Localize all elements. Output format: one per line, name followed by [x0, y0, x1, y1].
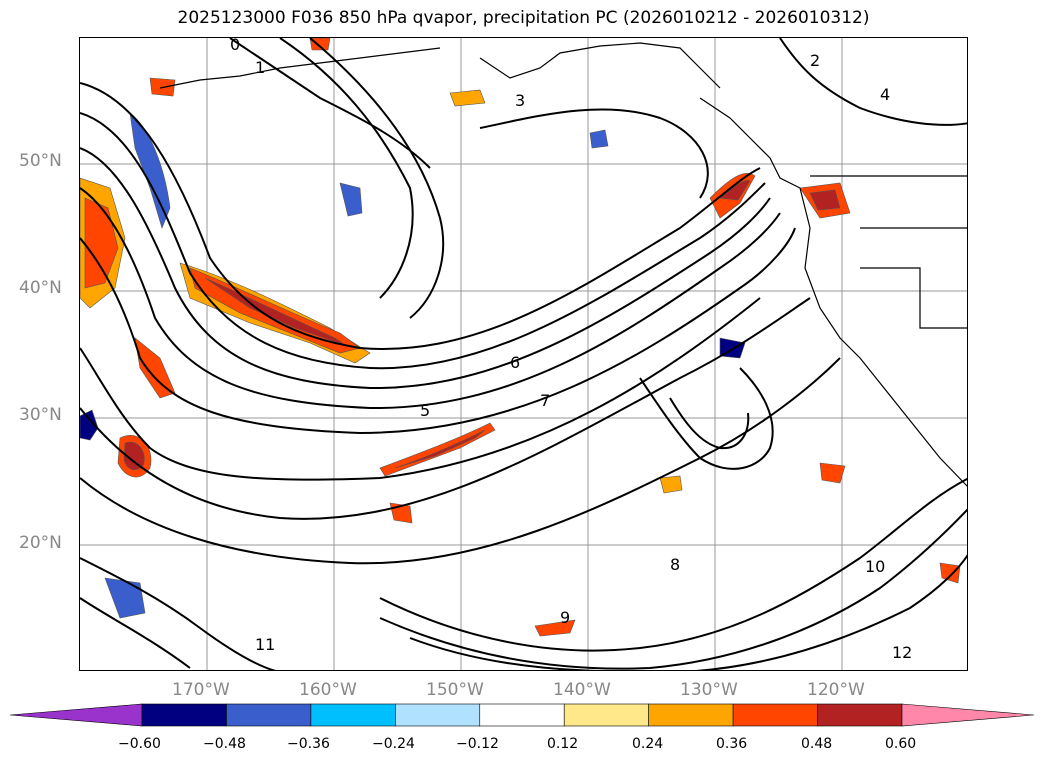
colorbar-tick: −0.12 [456, 736, 499, 752]
lat-label-30n: 30°N [19, 405, 62, 425]
colorbar-segment [563, 703, 649, 727]
contour-label: 10 [865, 557, 885, 576]
lon-label-160w: 160°W [299, 680, 357, 700]
colorbar-tick: −0.60 [118, 736, 161, 752]
contour-label: 12 [892, 643, 912, 662]
colorbar-tick: 0.48 [801, 736, 833, 752]
map-panel: 0 1 2 3 4 5 6 7 8 9 10 11 12 [79, 37, 968, 671]
graticule [80, 38, 967, 670]
contour-label: 1 [255, 58, 265, 77]
lon-label-130w: 130°W [680, 680, 738, 700]
colorbar [10, 703, 1035, 727]
colorbar-extend-max [901, 703, 1035, 727]
contour-label: 3 [515, 91, 525, 110]
contour-label: 8 [670, 555, 680, 574]
lon-label-150w: 150°W [426, 680, 484, 700]
lat-label-50n: 50°N [19, 151, 62, 171]
lon-label-140w: 140°W [553, 680, 611, 700]
map-canvas: 0 1 2 3 4 5 6 7 8 9 10 11 12 [80, 38, 967, 670]
coastlines [159, 42, 967, 487]
contour-label: 6 [510, 353, 520, 372]
map-title: 2025123000 F036 850 hPa qvapor, precipit… [177, 8, 870, 28]
colorbar-tick: 0.60 [885, 736, 917, 752]
contour-label: 5 [420, 401, 430, 420]
colorbar-segment [310, 703, 396, 727]
contour-label: 4 [880, 85, 890, 104]
contour-label-group: 0 1 2 3 4 5 6 7 8 9 10 11 12 [230, 38, 912, 662]
colorbar-segment [732, 703, 818, 727]
lat-label-20n: 20°N [19, 533, 62, 553]
colorbar-tick: −0.36 [287, 736, 330, 752]
colorbar-segment [395, 703, 481, 727]
contour-label: 7 [540, 391, 550, 410]
colorbar-segment [817, 703, 903, 727]
colorbar-tick: −0.48 [203, 736, 246, 752]
colorbar-tick: 0.36 [716, 736, 748, 752]
colorbar-segment [141, 703, 227, 727]
colorbar-segment [226, 703, 312, 727]
contour-label: 0 [230, 38, 240, 54]
contour-label: 2 [810, 51, 820, 70]
lon-label-120w: 120°W [807, 680, 865, 700]
colorbar-tick: 0.24 [632, 736, 664, 752]
colorbar-extend-min [10, 703, 143, 727]
colorbar-segment [648, 703, 734, 727]
lat-label-40n: 40°N [19, 278, 62, 298]
colorbar-tick: 0.12 [547, 736, 579, 752]
contour-label: 9 [560, 608, 570, 627]
lon-label-170w: 170°W [172, 680, 230, 700]
colorbar-tick: −0.24 [372, 736, 415, 752]
precip-shading [80, 38, 961, 637]
contour-label: 11 [255, 635, 275, 654]
qvapor-contours [80, 38, 967, 670]
colorbar-segment [479, 703, 565, 727]
